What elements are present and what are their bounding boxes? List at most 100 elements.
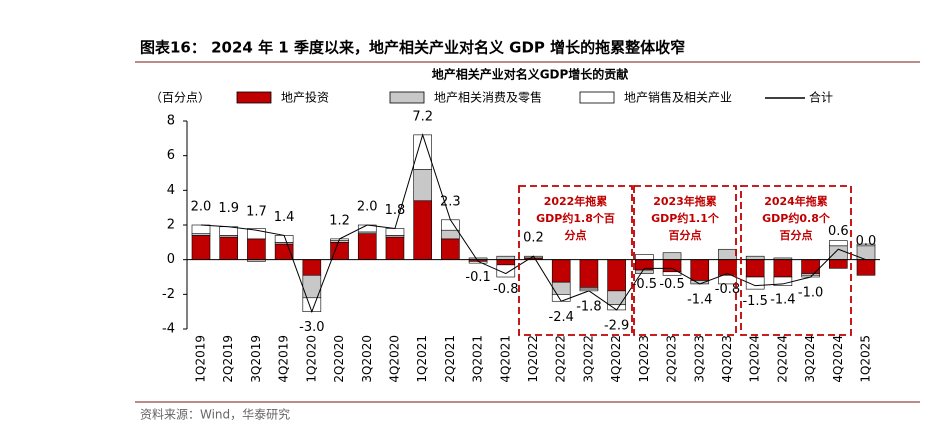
x-tick-label: 1Q2023 <box>637 335 651 383</box>
annotation-text: 分点 <box>565 228 587 242</box>
annotation-box <box>633 185 737 336</box>
x-tick-label: 2Q2020 <box>332 335 346 383</box>
legend-swatch <box>389 91 425 104</box>
y-tick-label: 0 <box>167 252 175 267</box>
bar-segment <box>302 259 322 276</box>
bar-segment <box>247 228 266 240</box>
bar-segment <box>247 238 266 260</box>
bar-segment <box>745 255 765 260</box>
x-tick-label: 2Q2023 <box>665 335 679 383</box>
bar-segment <box>219 236 239 260</box>
data-label: -1.8 <box>576 299 601 314</box>
bar-segment <box>385 236 405 260</box>
legend-label: 地产相关消费及零售 <box>434 90 542 105</box>
data-label: 0.0 <box>856 234 877 249</box>
bar-segment <box>219 226 239 236</box>
data-label: -1.4 <box>687 292 712 307</box>
bar-segment <box>828 245 848 260</box>
y-tick-label: -4 <box>162 322 175 337</box>
bar-segment <box>745 259 765 278</box>
chart-title: 地产相关产业对名义GDP增长的贡献 <box>432 67 629 82</box>
bar-segment <box>635 254 654 260</box>
bar-segment <box>662 252 682 260</box>
x-tick-label: 3Q2024 <box>803 335 817 383</box>
bar-segment <box>718 259 737 276</box>
annotation-text: 百分点 <box>669 228 702 242</box>
data-label: -3.0 <box>299 320 324 335</box>
x-tick-label: 3Q2020 <box>360 335 374 383</box>
bar-segment <box>690 259 710 281</box>
x-tick-label: 1Q2020 <box>304 335 318 383</box>
x-tick-label: 4Q2022 <box>609 335 623 383</box>
bar-segment <box>718 274 737 285</box>
annotation-text: 2023年拖累 <box>653 194 717 208</box>
bar-segment <box>773 259 793 278</box>
y-tick-label: -2 <box>162 287 175 302</box>
bar-segment <box>441 238 460 260</box>
bar-segment <box>496 255 516 260</box>
x-tick-label: 1Q2021 <box>415 335 429 383</box>
x-tick-label: 3Q2019 <box>249 335 263 383</box>
x-tick-label: 2Q2019 <box>221 335 235 383</box>
data-label: 0.6 <box>828 224 849 239</box>
y-axis-label: （百分点） <box>150 91 210 105</box>
bar-segment <box>357 233 377 260</box>
x-tick-label: 2Q2022 <box>554 335 568 383</box>
bar-segment <box>551 294 571 302</box>
bar-segment <box>551 281 571 295</box>
x-tick-label: 4Q2023 <box>720 335 734 383</box>
data-label: 1.8 <box>385 203 406 218</box>
annotation-text: 百分点 <box>780 228 813 242</box>
source: 资料来源：Wind，华泰研究 <box>140 407 290 422</box>
annotation-text: 2024年拖累 <box>764 194 828 208</box>
data-label: 2.3 <box>440 194 461 209</box>
data-label: 1.9 <box>218 201 239 216</box>
bar-segment <box>607 290 626 306</box>
bar-segment <box>635 269 654 274</box>
data-label: -1.5 <box>742 294 767 309</box>
data-label: -1.0 <box>798 286 823 301</box>
annotation-text: GDP约1.8个百 <box>536 211 615 225</box>
y-tick-label: 4 <box>167 183 175 198</box>
bar-segment <box>330 242 349 260</box>
bar-segment <box>191 235 211 260</box>
y-tick-label: 2 <box>167 218 175 233</box>
bar-segment <box>828 240 848 247</box>
bar-segment <box>441 229 460 240</box>
legend-label: 地产投资 <box>281 90 329 105</box>
bar-segment <box>413 134 432 170</box>
bar-segment <box>856 243 876 247</box>
y-tick-label: 8 <box>167 114 175 129</box>
data-label: 1.2 <box>329 213 350 228</box>
annotation-text: GDP约0.8个 <box>762 211 831 225</box>
bar-segment <box>828 259 848 269</box>
x-tick-label: 3Q2023 <box>692 335 706 383</box>
data-label: -0.5 <box>632 277 657 292</box>
data-label: -2.9 <box>604 318 629 333</box>
x-tick-label: 2Q2021 <box>443 335 457 383</box>
x-tick-label: 4Q2021 <box>498 335 512 383</box>
bar-segment <box>385 228 405 236</box>
bar-segment <box>496 259 516 266</box>
bar-segment <box>413 169 432 202</box>
x-tick-label: 4Q2020 <box>387 335 401 383</box>
bar-segment <box>496 264 516 278</box>
data-label: 2.0 <box>357 200 378 215</box>
data-label: -2.4 <box>549 310 574 325</box>
x-tick-label: 4Q2019 <box>277 335 291 383</box>
data-label: -0.5 <box>659 277 684 292</box>
bar-segment <box>745 276 765 290</box>
bar-segment <box>551 259 571 283</box>
annotation-box <box>518 185 633 336</box>
x-tick-label: 1Q2025 <box>859 335 873 383</box>
legend-label: 合计 <box>809 90 833 105</box>
total-line <box>200 133 867 314</box>
x-tick-label: 1Q2024 <box>748 335 762 383</box>
legend-swatch <box>236 91 272 104</box>
x-tick-label: 2Q2024 <box>775 335 789 383</box>
data-label: -0.8 <box>715 282 740 297</box>
x-tick-label: 1Q2019 <box>194 335 208 383</box>
annotation-text: 2022年拖累 <box>544 194 608 208</box>
y-tick-label: 6 <box>167 148 175 163</box>
legend-swatch <box>579 91 615 104</box>
